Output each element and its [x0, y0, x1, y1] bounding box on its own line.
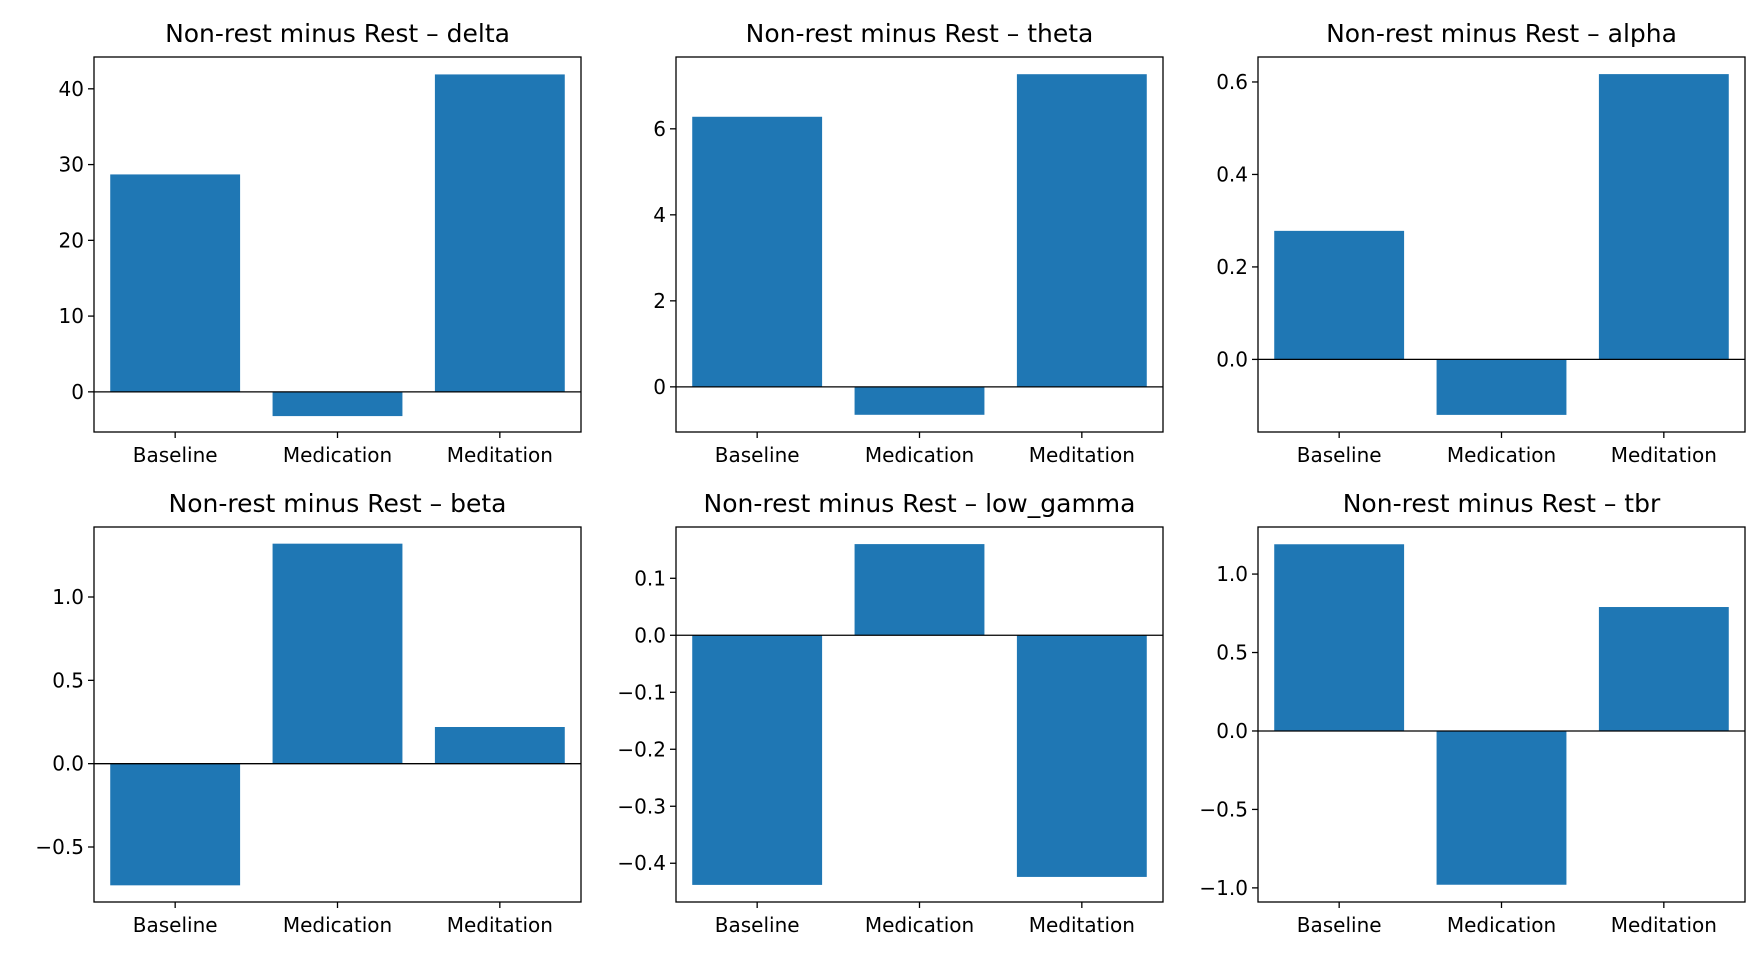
bars — [692, 74, 1147, 415]
y-tick-label: 0.0 — [634, 623, 666, 647]
x-tick-label: Meditation — [447, 913, 553, 937]
y-tick-label: −0.5 — [35, 835, 84, 859]
y-axis: 0 2 4 6 — [653, 117, 676, 399]
y-tick-label: −0.3 — [617, 794, 666, 818]
y-tick-label: 2 — [653, 289, 666, 313]
bar-baseline — [1274, 230, 1405, 360]
panel-alpha: Non-rest minus Rest – alpha 0.0 0.2 0.4 0.6… — [1216, 19, 1746, 467]
x-tick-label: Baseline — [133, 913, 218, 937]
bar-medication — [1436, 359, 1567, 415]
y-tick-label: 0.5 — [1216, 641, 1248, 665]
y-tick-label: −0.5 — [1199, 797, 1248, 821]
bar-medication — [854, 544, 985, 636]
y-axis: −0.5 0.0 0.5 1.0 — [35, 585, 94, 859]
bar-baseline — [692, 116, 823, 387]
bar-baseline — [1274, 544, 1405, 731]
y-axis: 0 10 20 30 40 — [59, 77, 94, 404]
bar-baseline — [110, 174, 241, 392]
panel-title: Non-rest minus Rest – delta — [165, 19, 510, 48]
x-tick-label: Medication — [1447, 913, 1556, 937]
y-tick-label: 1.0 — [1216, 562, 1248, 586]
x-axis: Baseline Medication Meditation — [1297, 432, 1717, 467]
y-tick-label: −0.1 — [617, 680, 666, 704]
x-tick-label: Medication — [865, 913, 974, 937]
bar-meditation — [1016, 635, 1147, 877]
panel-delta: Non-rest minus Rest – delta 0 10 20 30 40 Bas… — [59, 19, 582, 467]
y-tick-label: −0.2 — [617, 737, 666, 761]
x-tick-label: Baseline — [133, 443, 218, 467]
bars — [1274, 544, 1729, 885]
x-tick-label: Baseline — [1297, 913, 1382, 937]
y-axis: −0.4 −0.3 −0.2 −0.1 0.0 0.1 — [617, 566, 676, 875]
y-tick-label: −0.4 — [617, 851, 666, 875]
x-axis: Baseline Medication Meditation — [715, 902, 1135, 937]
y-tick-label: 0.0 — [52, 752, 84, 776]
y-tick-label: 0.6 — [1216, 70, 1248, 94]
y-tick-label: 20 — [59, 228, 84, 252]
x-axis: Baseline Medication Meditation — [1297, 902, 1717, 937]
bar-medication — [272, 543, 403, 764]
x-tick-label: Medication — [1447, 443, 1556, 467]
bars — [1274, 74, 1729, 415]
panel-low-gamma: Non-rest minus Rest – low_gamma −0.4 −0.3… — [617, 489, 1164, 937]
x-axis: Baseline Medication Meditation — [133, 432, 553, 467]
y-tick-label: 0.4 — [1216, 162, 1248, 186]
y-tick-label: 0 — [71, 380, 84, 404]
bar-meditation — [434, 727, 565, 764]
y-tick-label: 0 — [653, 375, 666, 399]
panel-beta: Non-rest minus Rest – beta −0.5 0.0 0.5 1.0… — [35, 489, 582, 937]
y-tick-label: −1.0 — [1199, 876, 1248, 900]
x-tick-label: Meditation — [1029, 913, 1135, 937]
bar-baseline — [692, 635, 823, 885]
x-tick-label: Medication — [283, 913, 392, 937]
x-tick-label: Meditation — [1611, 913, 1717, 937]
bar-meditation — [1598, 74, 1729, 360]
y-tick-label: 0.5 — [52, 668, 84, 692]
x-tick-label: Baseline — [715, 443, 800, 467]
x-tick-label: Meditation — [447, 443, 553, 467]
y-axis: −1.0 −0.5 0.0 0.5 1.0 — [1199, 562, 1258, 900]
bar-meditation — [1598, 607, 1729, 731]
y-tick-label: 10 — [59, 304, 84, 328]
panel-title: Non-rest minus Rest – alpha — [1326, 19, 1677, 48]
bars — [692, 544, 1147, 885]
bar-meditation — [434, 74, 565, 392]
bars — [110, 74, 565, 417]
y-tick-label: 0.0 — [1216, 347, 1248, 371]
bars — [110, 543, 565, 886]
x-tick-label: Medication — [283, 443, 392, 467]
y-tick-label: 40 — [59, 77, 84, 101]
bar-meditation — [1016, 74, 1147, 387]
y-tick-label: 0.0 — [1216, 719, 1248, 743]
bar-medication — [272, 391, 403, 417]
bar-medication — [854, 386, 985, 415]
y-tick-label: 1.0 — [52, 585, 84, 609]
panel-tbr: Non-rest minus Rest – tbr −1.0 −0.5 0.0 0.5… — [1199, 489, 1746, 937]
x-tick-label: Meditation — [1611, 443, 1717, 467]
x-tick-label: Medication — [865, 443, 974, 467]
x-tick-label: Baseline — [715, 913, 800, 937]
bar-medication — [1436, 730, 1567, 885]
x-tick-label: Meditation — [1029, 443, 1135, 467]
y-tick-label: 30 — [59, 153, 84, 177]
y-tick-label: 6 — [653, 117, 666, 141]
y-tick-label: 4 — [653, 203, 666, 227]
y-tick-label: 0.1 — [634, 566, 666, 590]
y-axis: 0.0 0.2 0.4 0.6 — [1216, 70, 1258, 371]
panel-title: Non-rest minus Rest – beta — [169, 489, 507, 518]
panel-title: Non-rest minus Rest – low_gamma — [704, 489, 1136, 518]
panel-theta: Non-rest minus Rest – theta 0 2 4 6 Baseline… — [653, 19, 1164, 467]
y-tick-label: 0.2 — [1216, 255, 1248, 279]
x-axis: Baseline Medication Meditation — [715, 432, 1135, 467]
x-tick-label: Baseline — [1297, 443, 1382, 467]
x-axis: Baseline Medication Meditation — [133, 902, 553, 937]
bar-baseline — [110, 763, 241, 886]
panel-title: Non-rest minus Rest – tbr — [1343, 489, 1661, 518]
panel-title: Non-rest minus Rest – theta — [746, 19, 1094, 48]
